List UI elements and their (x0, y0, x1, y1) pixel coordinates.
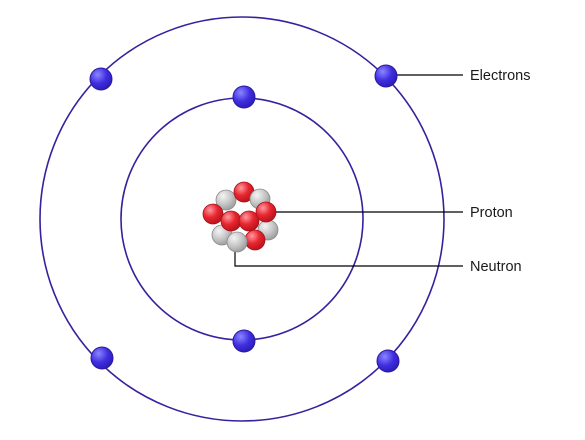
neutron-label: Neutron (470, 259, 522, 275)
electron (233, 86, 255, 108)
electrons-label: Electrons (470, 68, 530, 84)
proton-particle (245, 230, 265, 250)
electron (377, 350, 399, 372)
electron (91, 347, 113, 369)
nucleus (203, 182, 278, 252)
neutron-particle (227, 232, 247, 252)
proton-particle (256, 202, 276, 222)
proton-particle (221, 211, 241, 231)
electron (90, 68, 112, 90)
neutron-leader-line (235, 252, 463, 266)
proton-label: Proton (470, 205, 513, 221)
proton-particle (203, 204, 223, 224)
electron (375, 65, 397, 87)
electron (233, 330, 255, 352)
